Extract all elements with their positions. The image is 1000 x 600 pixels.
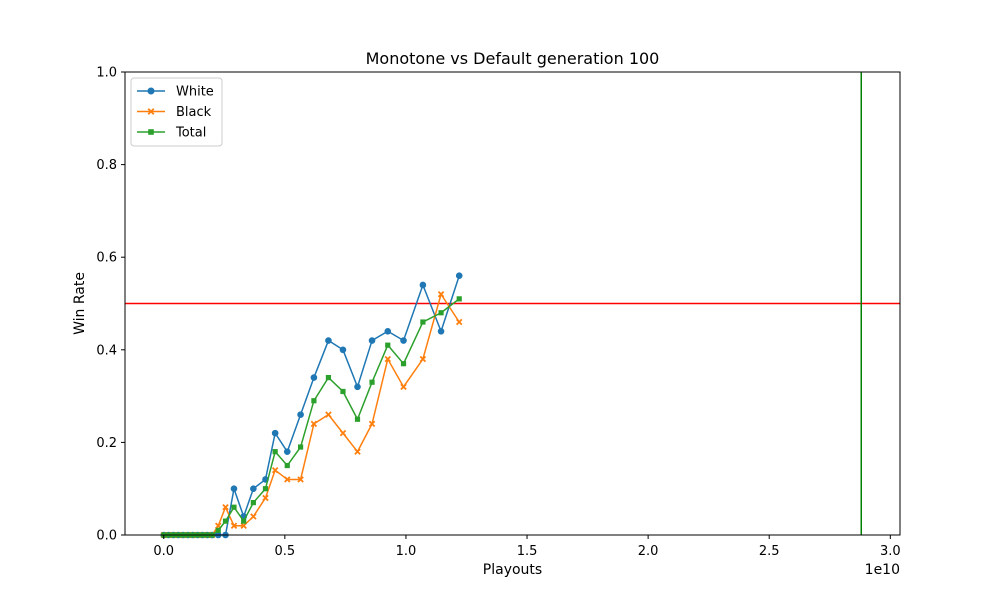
- legend-item-black: Black: [137, 105, 212, 120]
- legend-item-total: Total: [137, 126, 206, 141]
- data-point: [438, 310, 444, 316]
- data-point: [231, 504, 237, 510]
- data-point: [297, 411, 304, 418]
- data-point: [339, 429, 347, 437]
- data-point: [369, 379, 375, 385]
- y-tick-label: 0.6: [96, 251, 117, 266]
- data-point: [250, 513, 257, 520]
- data-point: [240, 522, 247, 529]
- x-tick-label: 0.0: [153, 544, 174, 559]
- data-point: [284, 462, 290, 469]
- data-point: [271, 429, 279, 437]
- legend-marker: [147, 87, 155, 95]
- x-tick-label: 1.5: [517, 544, 538, 559]
- legend-frame: [130, 77, 223, 147]
- data-point: [215, 527, 221, 533]
- legend-label: White: [176, 85, 214, 100]
- data-point: [339, 346, 347, 354]
- data-point: [368, 337, 376, 344]
- x-tick-label: 1.0: [396, 544, 417, 559]
- y-tick-label: 0.4: [96, 343, 117, 358]
- y-axis-label: Win Rate: [72, 272, 88, 335]
- x-tick-label: 2.5: [759, 544, 780, 559]
- data-point: [297, 444, 304, 450]
- data-point: [400, 337, 407, 344]
- data-point: [310, 374, 318, 381]
- data-point: [455, 318, 463, 326]
- data-point: [368, 420, 376, 428]
- data-point: [325, 374, 332, 381]
- y-tick-label: 1.0: [96, 66, 117, 81]
- data-point: [297, 476, 304, 483]
- y-tick-label: 0.2: [96, 436, 117, 451]
- data-point: [262, 486, 269, 492]
- data-point: [310, 420, 318, 428]
- plot-area: 0.0 0.5 1.0 1.5 2.0 2.5 3.0 0.0 0.2 0.4 0.6 0.8 1.0 W…: [96, 66, 900, 560]
- data-point: [272, 449, 278, 455]
- data-point: [262, 494, 269, 502]
- data-point: [230, 485, 238, 493]
- legend-item-white: White: [137, 85, 214, 100]
- legend: White Black Total: [130, 77, 223, 147]
- data-point: [230, 522, 238, 529]
- data-point: [437, 291, 445, 298]
- data-point: [222, 518, 229, 524]
- data-point: [311, 398, 317, 404]
- data-point: [241, 518, 247, 524]
- data-point: [419, 355, 427, 363]
- data-point: [340, 388, 346, 395]
- data-point: [250, 499, 256, 506]
- data-point: [283, 448, 291, 455]
- x-axis-offset-label: 1e10: [865, 562, 900, 578]
- x-tick-label: 0.5: [275, 544, 296, 559]
- legend-marker: [148, 129, 154, 135]
- x-tick-label: 3.0: [880, 544, 901, 559]
- data-point: [420, 319, 426, 325]
- data-point: [325, 337, 332, 344]
- x-axis-label: Playouts: [483, 562, 542, 578]
- data-point: [325, 411, 332, 418]
- data-point: [400, 383, 407, 391]
- data-point: [384, 327, 392, 335]
- data-point: [284, 476, 291, 483]
- data-point: [456, 296, 462, 302]
- chart-title: Monotone vs Default generation 100: [366, 49, 660, 68]
- data-point: [400, 361, 407, 367]
- data-point: [271, 466, 279, 474]
- data-point: [385, 342, 391, 348]
- data-point: [455, 272, 463, 280]
- axes-frame: [124, 71, 901, 536]
- data-point: [222, 503, 229, 511]
- x-tick-label: 2.0: [638, 544, 659, 559]
- data-point: [354, 448, 361, 455]
- data-point: [384, 355, 392, 363]
- legend-marker: [147, 108, 155, 115]
- data-point: [250, 485, 257, 493]
- data-point: [437, 327, 445, 335]
- legend-label: Total: [175, 126, 206, 141]
- data-point: [354, 416, 361, 422]
- legend-label: Black: [176, 105, 212, 120]
- data-point: [354, 383, 361, 391]
- data-point: [419, 281, 427, 289]
- y-tick-label: 0.0: [96, 529, 117, 544]
- y-tick-label: 0.8: [96, 158, 117, 173]
